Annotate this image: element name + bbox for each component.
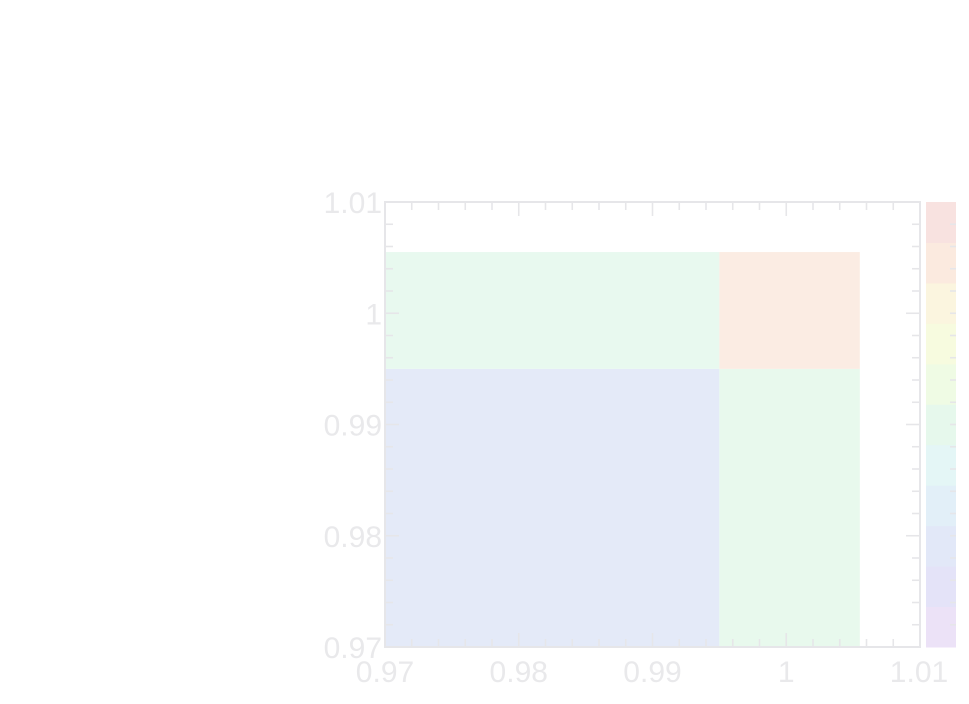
colorbar-segment	[926, 202, 956, 243]
x-axis-tick-labels: 0.97 0.98 0.99 1 1.01	[356, 656, 948, 689]
y-tick-label: 1.01	[324, 187, 382, 220]
axis-ticks	[384, 201, 921, 648]
x-tick-label: 1.01	[890, 656, 948, 689]
y-tick-label: 0.99	[324, 410, 382, 443]
y-tick-label: 0.98	[324, 521, 382, 554]
colorbar-segment	[926, 242, 956, 284]
colorbar-segment	[926, 444, 956, 486]
colorbar-segment	[926, 566, 956, 608]
heatmap-region-lower-right	[719, 368, 860, 647]
heatmap-region-lower-left	[385, 368, 720, 647]
y-axis-tick-labels: 0.97 0.98 0.99 1 1.01	[324, 187, 382, 665]
y-tick-label: 1	[365, 298, 382, 331]
colorbar-segment	[926, 606, 956, 648]
y-tick-label: 0.97	[324, 632, 382, 665]
x-tick-label: 0.99	[623, 656, 681, 689]
heatmap-regions	[385, 252, 860, 647]
colorbar	[926, 202, 956, 648]
x-tick-label: 1	[778, 656, 795, 689]
colorbar-segment	[926, 282, 956, 324]
x-tick-label: 0.98	[490, 656, 548, 689]
x-tick-label: 0.97	[356, 656, 414, 689]
colorbar-segment	[926, 363, 956, 405]
heatmap-region-upper-right	[719, 252, 860, 369]
heatmap-region-upper-left	[385, 252, 720, 369]
colorbar-segment	[926, 525, 956, 567]
